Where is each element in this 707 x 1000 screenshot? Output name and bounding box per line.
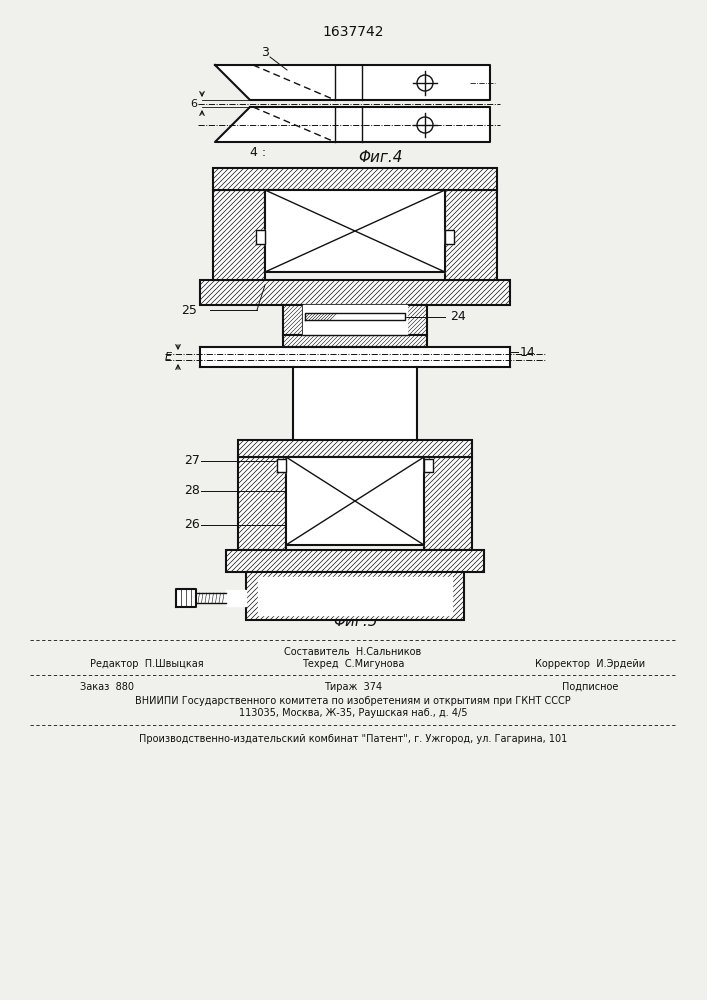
Polygon shape [226,590,246,606]
Text: Подписное: Подписное [562,682,618,692]
Bar [213,168,497,190]
Text: Редактор  П.Швыцкая: Редактор П.Швыцкая [90,659,204,669]
Text: Заказ  880: Заказ 880 [80,682,134,692]
Polygon shape [256,230,265,244]
Text: Φиг.4: Φиг.4 [358,149,402,164]
Bar [238,457,286,550]
Bar [445,190,497,280]
Polygon shape [293,367,417,457]
Text: 1637742: 1637742 [322,25,384,39]
Bar [200,280,510,305]
Text: 28: 28 [184,485,200,497]
Text: 14: 14 [520,346,536,359]
Polygon shape [176,589,196,607]
Bar [213,190,265,280]
Polygon shape [215,107,490,142]
Text: 6: 6 [190,99,197,109]
Bar [246,572,464,620]
Polygon shape [265,190,445,272]
Text: Производственно-издательский комбинат "Патент", г. Ужгород, ул. Гагарина, 101: Производственно-издательский комбинат "П… [139,734,567,744]
Polygon shape [215,65,490,100]
Bar [407,305,427,335]
Text: 4 :: 4 : [250,146,266,159]
Text: ВНИИПИ Государственного комитета по изобретениям и открытиям при ГКНТ СССР: ВНИИПИ Государственного комитета по изоб… [135,696,571,706]
Text: Составитель  Н.Сальников: Составитель Н.Сальников [284,647,421,657]
Polygon shape [305,313,405,320]
Text: 27: 27 [184,454,200,468]
Bar [238,440,472,457]
Polygon shape [303,305,407,335]
Polygon shape [445,230,454,244]
Polygon shape [424,459,433,472]
Polygon shape [200,347,510,367]
Polygon shape [277,459,286,472]
Text: Е: Е [165,352,172,362]
Text: 3: 3 [261,45,269,58]
Text: Корректор  И.Эрдейи: Корректор И.Эрдейи [535,659,645,669]
Polygon shape [286,457,424,545]
Text: Тираж  374: Тираж 374 [324,682,382,692]
Bar [226,550,484,572]
Polygon shape [258,577,452,615]
Text: Φиг.5: Φиг.5 [333,614,378,630]
Text: 26: 26 [185,518,200,532]
Bar [424,457,472,550]
Bar [283,335,427,347]
Text: Техред  С.Мигунова: Техред С.Мигунова [302,659,404,669]
Text: 24: 24 [450,310,466,323]
Bar [283,305,303,335]
Text: 113035, Москва, Ж-35, Раушская наб., д. 4/5: 113035, Москва, Ж-35, Раушская наб., д. … [239,708,467,718]
Polygon shape [196,593,226,603]
Text: 25: 25 [181,304,197,316]
